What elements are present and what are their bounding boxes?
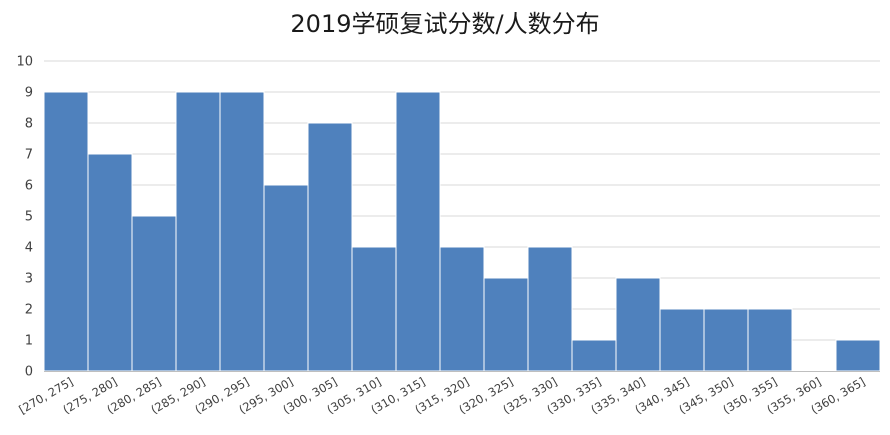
histogram-bar xyxy=(219,91,265,372)
histogram-bar xyxy=(263,184,309,372)
histogram-bar xyxy=(703,308,749,372)
chart-title: 2019学硕复试分数/人数分布 xyxy=(290,10,600,38)
histogram-bar xyxy=(87,153,133,372)
histogram-bar xyxy=(307,122,353,372)
bars xyxy=(43,91,881,372)
y-tick-label: 1 xyxy=(25,334,33,349)
y-tick-label: 0 xyxy=(25,365,33,380)
histogram-bar xyxy=(571,339,617,372)
histogram-bar xyxy=(747,308,793,372)
histogram-bar xyxy=(175,91,221,372)
histogram-bar xyxy=(131,215,177,372)
histogram-bar xyxy=(439,246,485,372)
y-tick-label: 7 xyxy=(25,148,33,163)
y-tick-label: 8 xyxy=(25,117,33,132)
histogram-bar xyxy=(527,246,573,372)
y-tick-label: 9 xyxy=(25,86,33,101)
y-tick-label: 4 xyxy=(25,241,33,256)
y-tick-label: 6 xyxy=(25,179,33,194)
y-tick-label: 2 xyxy=(25,303,33,318)
x-tick-labels: [270, 275](275, 280](280, 285](285, 290]… xyxy=(16,374,867,416)
histogram-bar xyxy=(351,246,397,372)
y-tick-labels: 0 1 2 3 4 5 6 7 8 9 10 xyxy=(16,55,33,380)
y-tick-label: 5 xyxy=(25,210,33,225)
y-tick-label: 3 xyxy=(25,272,33,287)
histogram-bar xyxy=(615,277,661,372)
histogram-bar xyxy=(659,308,705,372)
histogram-bar xyxy=(43,91,89,372)
y-tick-label: 10 xyxy=(16,55,33,70)
histogram-bar xyxy=(835,339,881,372)
histogram-bar xyxy=(395,91,441,372)
histogram-bar xyxy=(483,277,529,372)
